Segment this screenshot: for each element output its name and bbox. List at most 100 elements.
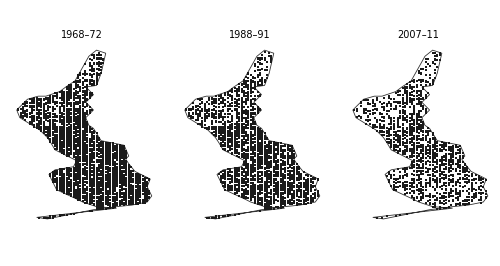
Point xyxy=(72,118,80,122)
Point xyxy=(233,180,241,184)
Point xyxy=(224,120,232,124)
Point xyxy=(298,181,306,185)
Point xyxy=(247,140,255,144)
Point xyxy=(102,162,110,166)
Point xyxy=(120,196,128,201)
Point xyxy=(118,162,126,166)
Point xyxy=(51,119,59,123)
Point xyxy=(242,138,250,143)
Point xyxy=(244,72,252,76)
Point xyxy=(38,99,46,104)
Point xyxy=(95,138,103,143)
Point xyxy=(420,87,428,92)
Point xyxy=(141,184,149,188)
Point xyxy=(111,200,119,205)
Point xyxy=(263,159,271,163)
Point xyxy=(118,171,126,176)
Point xyxy=(450,180,458,184)
Point xyxy=(244,83,252,87)
Point xyxy=(16,113,24,118)
Point xyxy=(72,79,80,83)
Point xyxy=(81,93,89,97)
Point xyxy=(458,166,466,170)
Point xyxy=(84,162,92,166)
Point xyxy=(236,82,244,86)
Point xyxy=(244,70,252,75)
Point xyxy=(78,95,86,100)
Point xyxy=(67,147,75,151)
Point xyxy=(472,195,480,199)
Point xyxy=(72,137,80,141)
Point xyxy=(233,126,241,130)
Point xyxy=(265,191,273,195)
Point xyxy=(404,184,411,188)
Point xyxy=(272,160,280,165)
Point xyxy=(102,189,110,194)
Point xyxy=(236,135,244,140)
Point xyxy=(282,174,290,178)
Point xyxy=(378,130,386,134)
Point xyxy=(256,160,264,165)
Point xyxy=(92,166,100,170)
Point xyxy=(116,157,124,162)
Point xyxy=(90,192,98,196)
Point xyxy=(38,122,46,126)
Point xyxy=(65,173,73,177)
Point xyxy=(406,119,413,123)
Point xyxy=(116,153,124,158)
Point xyxy=(88,147,96,151)
Point xyxy=(238,140,246,144)
Point xyxy=(444,170,452,174)
Point xyxy=(58,180,66,184)
Point xyxy=(54,134,62,138)
Point xyxy=(97,176,105,180)
Point xyxy=(222,102,230,107)
Point xyxy=(72,99,80,104)
Point xyxy=(272,188,280,192)
Point xyxy=(51,170,59,174)
Point xyxy=(247,171,255,176)
Point xyxy=(408,93,416,97)
Point xyxy=(447,164,455,169)
Point xyxy=(49,123,57,127)
Point xyxy=(454,191,462,195)
Point xyxy=(252,133,260,137)
Point xyxy=(76,99,84,104)
Point xyxy=(104,192,112,196)
Point xyxy=(398,131,406,136)
Point xyxy=(415,109,423,114)
Point xyxy=(78,72,86,76)
Point xyxy=(58,151,66,155)
Point xyxy=(436,149,444,153)
Point xyxy=(268,173,276,177)
Point xyxy=(88,163,96,167)
Point xyxy=(130,202,138,206)
Point xyxy=(189,106,197,111)
Point xyxy=(424,57,432,61)
Point xyxy=(293,200,301,205)
Point xyxy=(470,186,478,191)
Point xyxy=(447,145,455,149)
Point xyxy=(86,111,94,115)
Point xyxy=(369,101,377,105)
Point xyxy=(306,182,314,187)
Point xyxy=(233,112,241,116)
Point xyxy=(428,205,436,209)
Point xyxy=(214,135,222,140)
Point xyxy=(238,145,246,149)
Point xyxy=(72,108,80,112)
Point xyxy=(374,128,382,133)
Point xyxy=(106,144,114,148)
Point xyxy=(40,128,48,133)
Point xyxy=(263,137,271,141)
Point xyxy=(302,198,310,202)
Point xyxy=(456,200,464,205)
Point xyxy=(415,123,423,127)
Point xyxy=(230,124,238,129)
Point xyxy=(102,153,110,158)
Point xyxy=(132,178,140,182)
Point xyxy=(424,193,432,198)
Point xyxy=(394,118,402,122)
Point xyxy=(300,177,308,181)
Point xyxy=(279,173,287,177)
